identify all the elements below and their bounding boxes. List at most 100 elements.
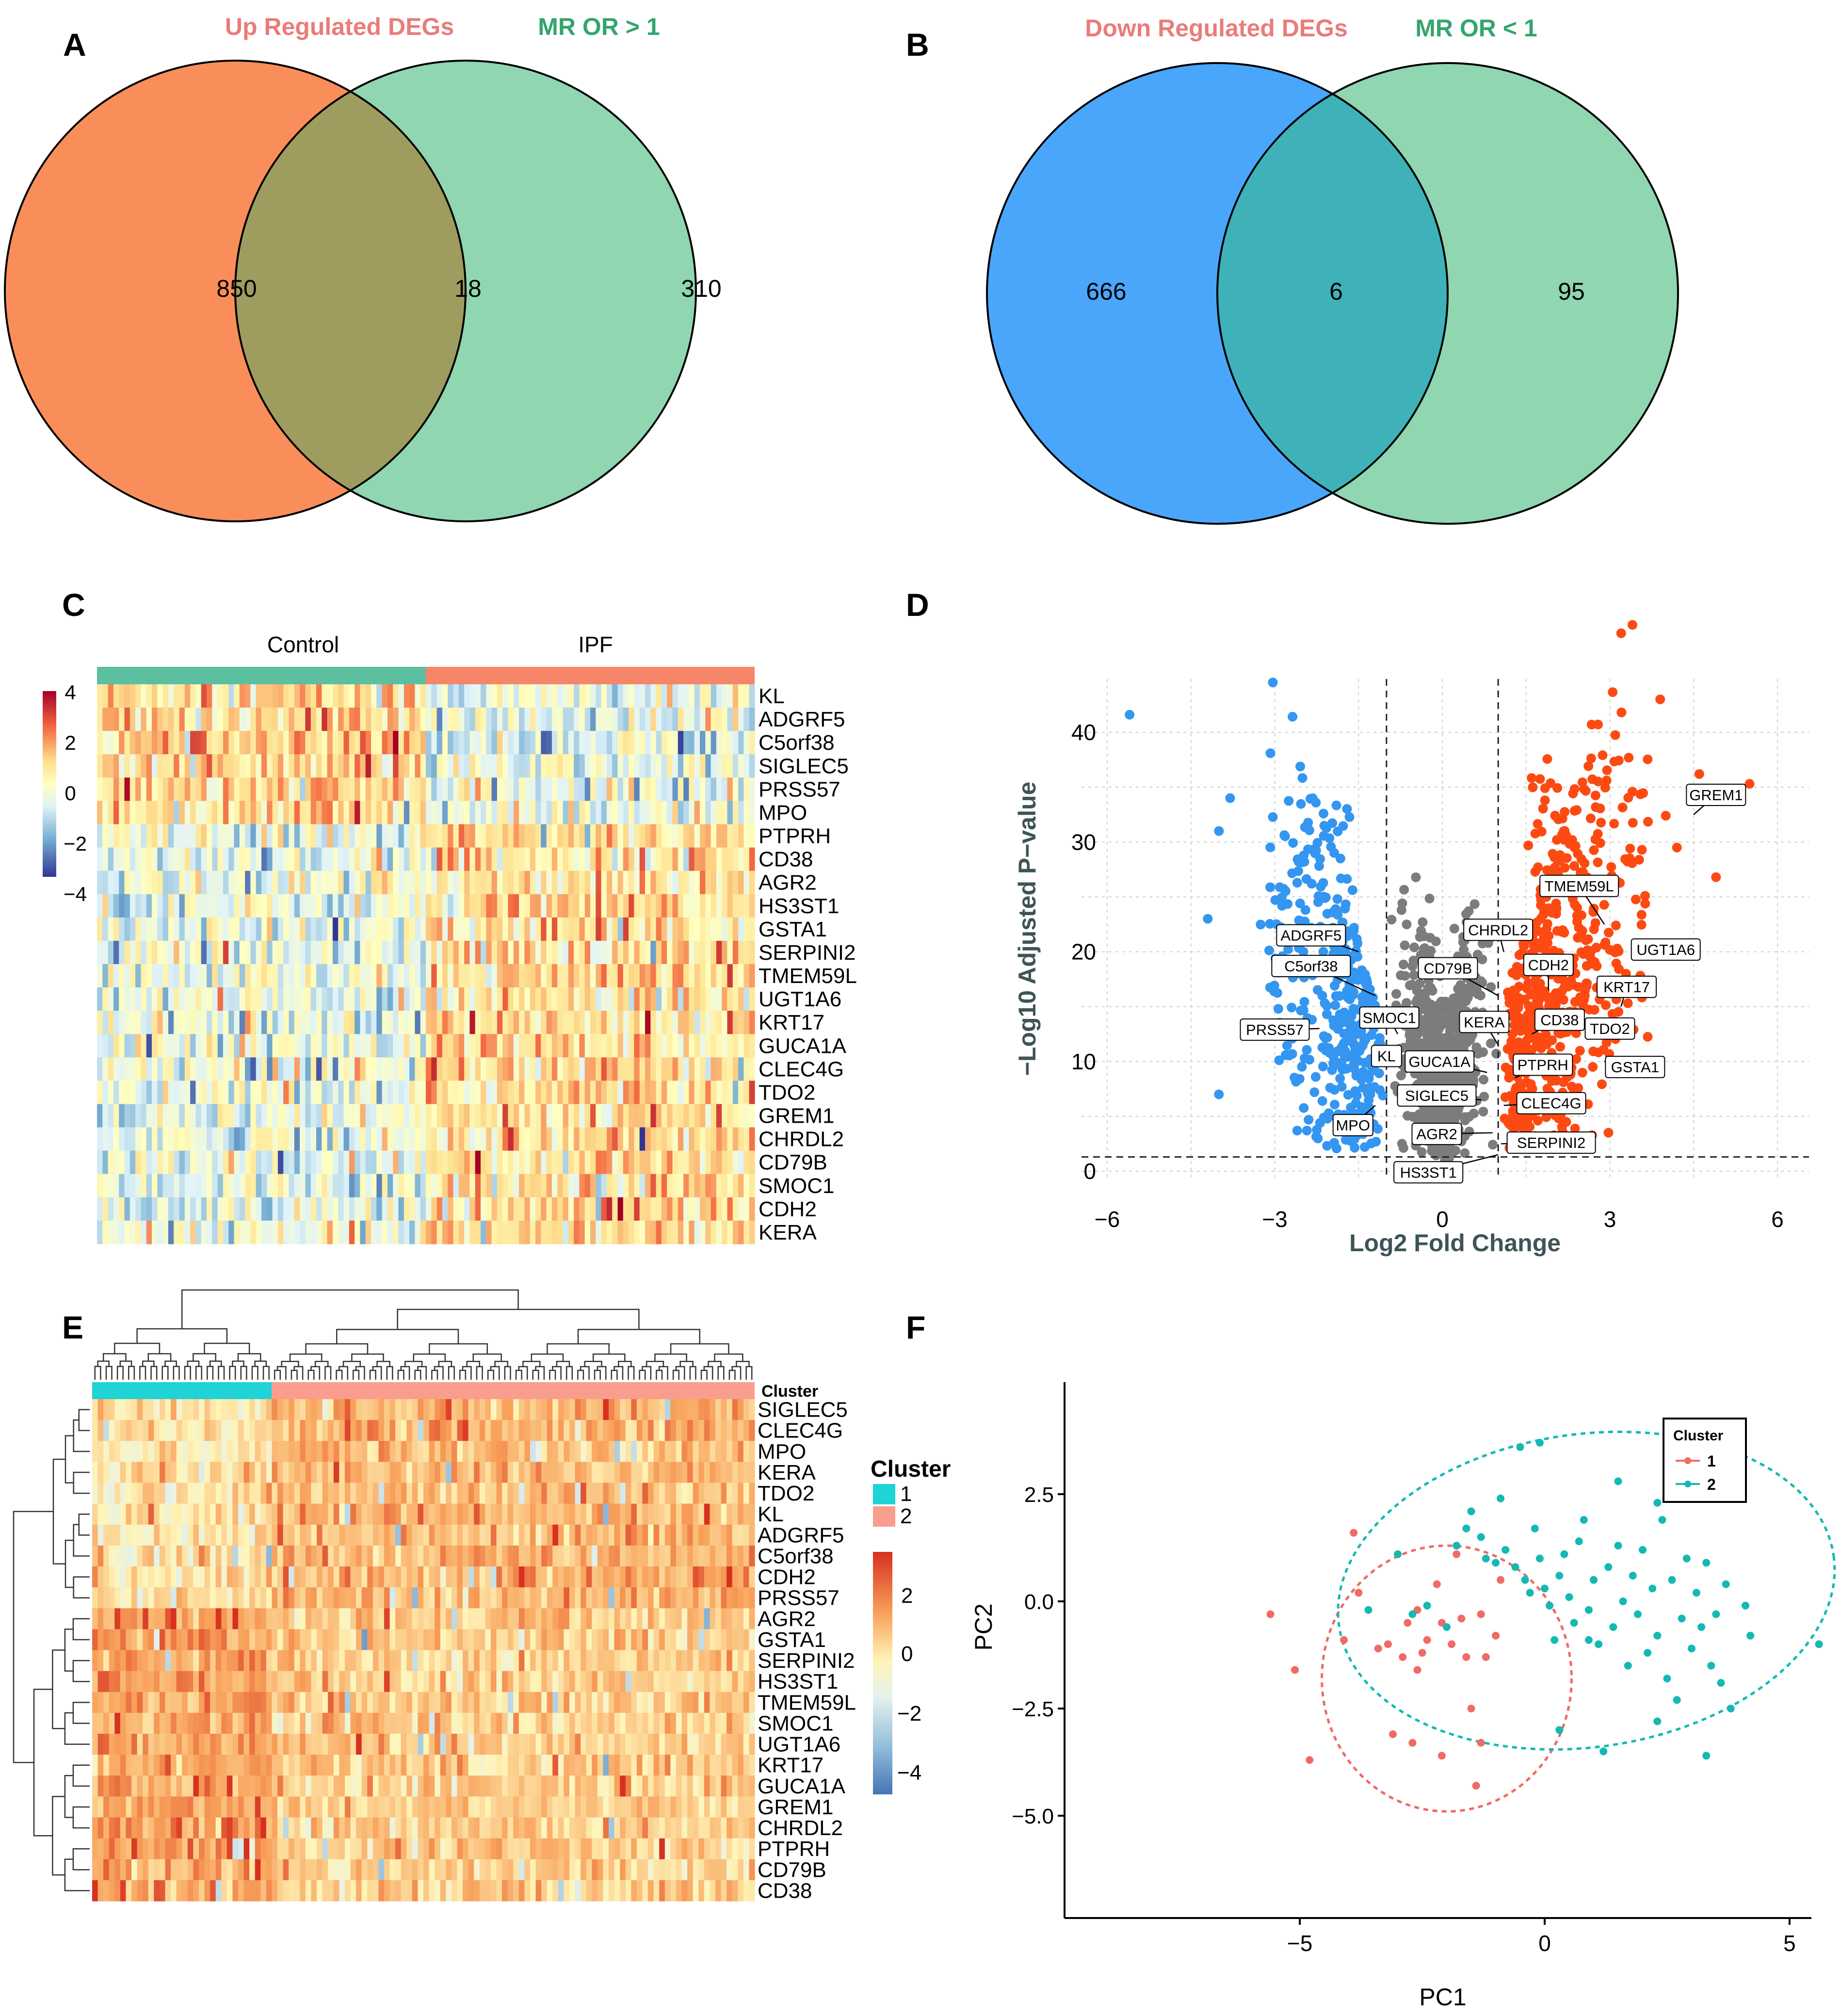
heatmap-c-cell — [283, 1174, 290, 1198]
heatmap-c-cell — [365, 777, 371, 802]
heatmap-c-cell — [184, 847, 191, 871]
heatmap-c-cell — [497, 824, 503, 848]
heatmap-c-cell — [426, 1011, 432, 1034]
heatmap-c-cell — [656, 801, 662, 825]
heatmap-c-cell — [184, 871, 191, 895]
heatmap-c-cell — [415, 1197, 421, 1221]
heatmap-c-cell — [113, 777, 119, 802]
heatmap-c-cell — [267, 894, 273, 918]
heatmap-c-cell — [316, 940, 322, 965]
heatmap-c-cell — [672, 708, 678, 731]
heatmap-c-cell — [634, 754, 640, 778]
heatmap-c-cell — [223, 1127, 229, 1151]
heatmap-c-cell — [141, 1150, 147, 1175]
volcano-point — [1587, 774, 1598, 784]
heatmap-c-cell — [119, 1197, 125, 1221]
heatmap-c-cell — [124, 684, 130, 708]
heatmap-c-cell — [135, 731, 141, 755]
volcano-point — [1491, 1048, 1502, 1059]
heatmap-c-cell — [135, 1034, 141, 1058]
heatmap-c-cell — [162, 1197, 169, 1221]
heatmap-c-cell — [152, 1081, 158, 1105]
heatmap-c-cell — [606, 801, 613, 825]
heatmap-c-cell — [382, 1057, 388, 1081]
heatmap-c-cell — [190, 754, 196, 778]
heatmap-c-cell — [267, 1127, 273, 1151]
heatmap-c-cell — [376, 708, 383, 731]
volcano-point — [1374, 1068, 1384, 1079]
heatmap-c-cell — [420, 777, 426, 802]
heatmap-c-cell — [458, 708, 465, 731]
heatmap-c-cell — [108, 1197, 114, 1221]
heatmap-c-cell — [694, 1034, 700, 1058]
heatmap-c-cell — [601, 871, 607, 895]
heatmap-c-cell — [207, 777, 212, 802]
volcano-point — [1301, 874, 1311, 884]
heatmap-c-cell — [404, 708, 410, 731]
heatmap-c-cell — [469, 1220, 476, 1244]
volcano-point — [1304, 1055, 1314, 1064]
heatmap-c-cell — [228, 1197, 235, 1221]
heatmap-c-cell — [667, 1057, 673, 1081]
heatmap-c-cell — [371, 847, 377, 871]
heatmap-c-cell — [606, 987, 613, 1011]
heatmap-c-cell — [519, 964, 525, 988]
heatmap-c-cell — [535, 1104, 541, 1128]
heatmap-c-cell — [141, 917, 147, 941]
heatmap-c-cell — [431, 754, 437, 778]
heatmap-c-cell — [102, 1057, 109, 1081]
heatmap-e-cell — [344, 1399, 351, 1420]
heatmap-c-cell — [420, 1057, 426, 1081]
heatmap-c-cell — [442, 1150, 448, 1175]
heatmap-c-cell — [551, 917, 558, 941]
heatmap-c-cell — [217, 987, 224, 1011]
heatmap-c-cell — [409, 1127, 415, 1151]
heatmap-c-cell — [727, 684, 733, 708]
heatmap-c-cell — [261, 1150, 267, 1175]
dendrogram-branch — [376, 1361, 390, 1367]
heatmap-c-cell — [174, 1011, 180, 1034]
heatmap-c-cell — [672, 1197, 678, 1221]
volcano-label-box — [1513, 1053, 1573, 1076]
heatmap-c-cell — [579, 684, 585, 708]
heatmap-c-cell — [694, 964, 700, 988]
volcano-x-tick-label: 0 — [1436, 1207, 1449, 1232]
heatmap-c-cell — [481, 964, 486, 988]
heatmap-c-cell — [629, 1150, 634, 1175]
heatmap-c-cell — [201, 777, 207, 802]
heatmap-c-cell — [491, 1011, 498, 1034]
heatmap-c-cell — [590, 940, 596, 965]
heatmap-c-cell — [267, 801, 273, 825]
volcano-point — [1596, 818, 1606, 828]
heatmap-c-cell — [152, 1127, 158, 1151]
heatmap-e-cell — [126, 1399, 132, 1420]
heatmap-c-cell — [256, 847, 262, 871]
volcano-point — [1576, 947, 1586, 957]
dendrogram-branch — [293, 1366, 304, 1380]
volcano-point — [1312, 1125, 1322, 1135]
volcano-label-box — [1631, 938, 1701, 961]
volcano-point — [1568, 789, 1578, 799]
heatmap-c-cell — [387, 801, 393, 825]
volcano-point — [1357, 965, 1367, 975]
heatmap-c-cell — [102, 1150, 109, 1175]
dendrogram-branch — [700, 1370, 708, 1380]
heatmap-c-cell — [634, 917, 640, 941]
heatmap-c-cell — [667, 1081, 673, 1105]
volcano-point — [1445, 1017, 1455, 1027]
heatmap-c-cell — [360, 987, 366, 1011]
heatmap-c-cell — [371, 777, 377, 802]
heatmap-c-cell — [436, 708, 443, 731]
heatmap-c-cell — [672, 777, 678, 802]
heatmap-c-cell — [634, 847, 640, 871]
volcano-point — [1509, 1006, 1519, 1016]
heatmap-c-cell — [716, 1057, 722, 1081]
dendrogram-branch — [472, 1353, 502, 1362]
heatmap-c-cell — [727, 1104, 733, 1128]
heatmap-c-cell — [207, 940, 212, 965]
heatmap-c-cell — [584, 708, 591, 731]
heatmap-c-cell — [338, 731, 344, 755]
heatmap-c-cell — [124, 824, 130, 848]
heatmap-c-cell — [371, 894, 377, 918]
heatmap-c-cell — [398, 1197, 404, 1221]
